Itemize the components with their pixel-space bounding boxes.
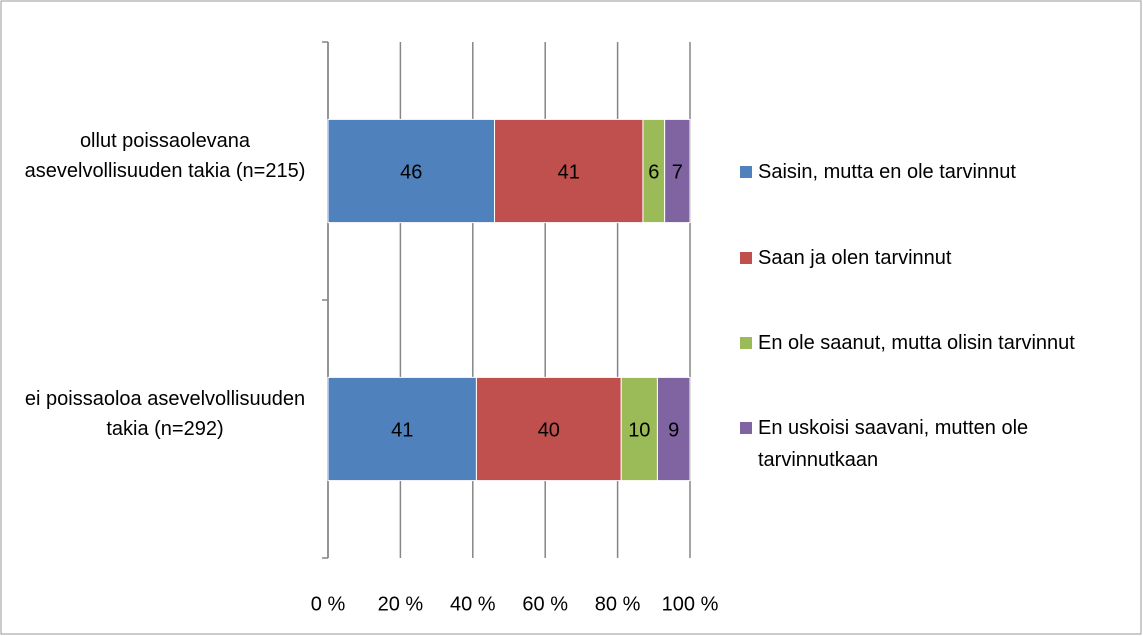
x-tick-label: 60 % <box>522 593 568 615</box>
bar-segment <box>620 376 658 482</box>
data-label: 41 <box>558 161 580 183</box>
legend-swatch <box>740 422 752 434</box>
data-label: 40 <box>538 419 560 441</box>
category-label: ollut poissaolevana asevelvollisuuden ta… <box>24 130 306 182</box>
bar-segment <box>327 376 477 482</box>
x-tick-label: 40 % <box>450 593 496 615</box>
data-label: 7 <box>672 161 683 183</box>
data-label: 9 <box>668 419 679 441</box>
data-label: 41 <box>391 419 413 441</box>
data-label: 6 <box>648 161 659 183</box>
bar-segment <box>327 118 496 224</box>
bar-segment <box>494 118 644 224</box>
data-label: 46 <box>400 161 422 183</box>
x-tick-label: 100 % <box>662 593 719 615</box>
bar-segment <box>656 376 691 482</box>
x-tick-label: 20 % <box>378 593 424 615</box>
x-tick-label: 0 % <box>311 593 346 615</box>
legend-label: En uskoisi saavani, mutten ole tarvinnut… <box>758 417 1029 471</box>
legend-label: Saan ja olen tarvinnut <box>758 247 952 269</box>
legend-entry: Saan ja olen tarvinnut <box>740 242 1120 274</box>
legend-label: Saisin, mutta en ole tarvinnut <box>758 161 1016 183</box>
bar-segment <box>664 118 691 224</box>
legend-entry: Saisin, mutta en ole tarvinnut <box>740 156 1120 188</box>
legend-label: En ole saanut, mutta olisin tarvinnut <box>758 332 1075 354</box>
data-label: 10 <box>628 419 650 441</box>
legend-swatch <box>740 252 752 264</box>
legend-entry: En uskoisi saavani, mutten ole tarvinnut… <box>740 412 1120 476</box>
legend-swatch <box>740 337 752 349</box>
legend-swatch <box>740 166 752 178</box>
bar-segment <box>475 376 622 482</box>
x-tick-label: 80 % <box>595 593 641 615</box>
legend-entry: En ole saanut, mutta olisin tarvinnut <box>740 327 1120 359</box>
category-label: ei poissaoloa asevelvollisuuden takia (n… <box>24 388 306 440</box>
